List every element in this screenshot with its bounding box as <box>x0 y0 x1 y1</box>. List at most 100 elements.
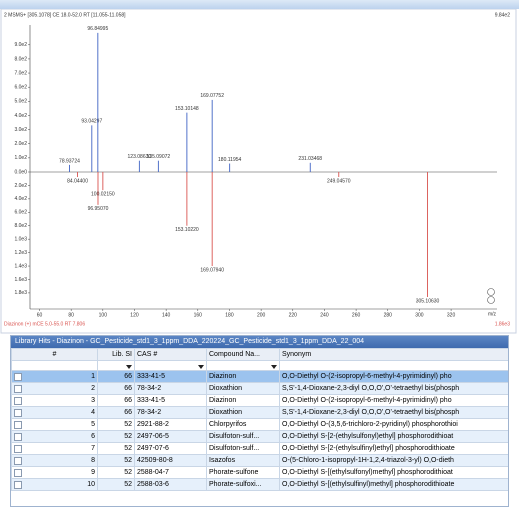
y-tick-label: 0.0e0 <box>14 169 27 175</box>
x-tick-label: 320 <box>447 312 456 318</box>
y-tick-label: 4.0e2 <box>14 196 27 202</box>
peak-label: 153.10220 <box>175 227 199 233</box>
chart: 2 MSMS+ [305.1078] CE 18.0-52.0 RT [11.0… <box>0 9 517 334</box>
row-number: 7 <box>91 444 95 452</box>
table-row[interactable]: 6 52 2497-06-5 Disulfoton-sulf... O,O-Diethy… <box>11 430 508 443</box>
x-tick-label: 260 <box>352 312 361 318</box>
y-tick-label: 9.0e2 <box>14 42 27 48</box>
row-checkbox[interactable] <box>14 408 22 417</box>
zoom-out-button[interactable] <box>487 296 495 304</box>
y-tick-label: 8.0e2 <box>14 56 27 62</box>
row-number: 1 <box>91 372 95 380</box>
row-checkbox[interactable] <box>14 480 22 489</box>
row-checkbox[interactable] <box>14 396 22 405</box>
table-cell: S,S'-1,4-Dioxane-2,3-diyl O,O,O',O'-tetr… <box>279 406 508 419</box>
table-cell: 66 <box>97 394 135 407</box>
table-row[interactable]: 8 52 42509-80-8 Isazofos O-(5-Chloro-1-isopr… <box>11 454 508 467</box>
table-cell: 42509-80-8 <box>134 454 207 467</box>
row-checkbox[interactable] <box>14 456 22 465</box>
table-row[interactable]: 4 66 78-34-2 Dioxathion S,S'-1,4-Dioxane-2,3… <box>11 406 508 419</box>
filter-dropdown[interactable] <box>198 364 204 369</box>
zoom-in-button[interactable] <box>487 288 495 296</box>
peak-label: 123.08630 <box>128 154 152 160</box>
column-header[interactable]: CAS # <box>134 348 207 361</box>
x-tick-label: 240 <box>320 312 329 318</box>
peak-label: 84.04400 <box>67 178 88 184</box>
column-header[interactable]: Synonym <box>279 348 508 361</box>
table-cell: O,O-Diethyl S-[2-(ethylsulfonyl)ethyl] p… <box>279 430 508 443</box>
y-tick-label: 1.0e2 <box>14 155 27 161</box>
y-tick-label: 3.0e2 <box>14 127 27 133</box>
row-number: 8 <box>91 456 95 464</box>
chart-title: 2 MSMS+ [305.1078] CE 18.0-52.0 RT [11.0… <box>4 12 126 18</box>
x-tick-label: 60 <box>37 312 43 318</box>
peak-label: 78.93724 <box>59 158 80 164</box>
table-cell: O,O-Diethyl S-[(ethylsulfonyl)methyl] ph… <box>279 466 508 479</box>
filter-dropdown[interactable] <box>271 364 277 369</box>
filter-dropdown[interactable] <box>126 364 132 369</box>
y-tick-label: 1.8e3 <box>14 290 27 296</box>
table-cell: O,O-Diethyl O-(2-isopropyl-6-methyl-4-py… <box>279 370 508 383</box>
y-tick-label: 5.0e2 <box>14 99 27 105</box>
table-cell: 52 <box>97 430 135 443</box>
table-cell: O,O-Diethyl O-(3,5,6-trichloro-2-pyridin… <box>279 418 508 431</box>
row-checkbox[interactable] <box>14 432 22 441</box>
y-tick-label: 1.4e3 <box>14 263 27 269</box>
peak-label: 249.04570 <box>327 178 351 184</box>
filter-cell <box>97 360 135 371</box>
table-cell: 2588-04-7 <box>134 466 207 479</box>
table-cell: 78-34-2 <box>134 406 207 419</box>
filter-cell <box>11 360 98 371</box>
peak-label: 305.10630 <box>416 298 440 304</box>
row-checkbox[interactable] <box>14 444 22 453</box>
table-row[interactable]: 7 52 2497-07-6 Disulfoton-sulf... O,O-Diethy… <box>11 442 508 455</box>
table-cell: Chlorpyrifos <box>206 418 280 431</box>
peak-label: 100.02150 <box>91 191 115 197</box>
row-number: 2 <box>91 384 95 392</box>
peak-label: 169.07752 <box>200 93 224 99</box>
column-header[interactable]: # <box>11 348 98 361</box>
table-cell: 333-41-5 <box>134 394 207 407</box>
table-cell: Isazofos <box>206 454 280 467</box>
filter-cell <box>206 360 280 371</box>
hits-table: # Lib. SI CAS # Compound Na... Synonym 1 66 33… <box>11 348 508 491</box>
table-cell: 6 <box>11 430 98 443</box>
table-cell: 333-41-5 <box>134 370 207 383</box>
table-row[interactable]: 5 52 2921-88-2 Chlorpyrifos O,O-Diethyl O-(3… <box>11 418 508 431</box>
table-row[interactable]: 3 66 333-41-5 Diazinon O,O-Diethyl O-(2-isop… <box>11 394 508 407</box>
table-row[interactable]: 2 66 78-34-2 Dioxathion S,S'-1,4-Dioxane-2,3… <box>11 382 508 395</box>
table-cell: 8 <box>11 454 98 467</box>
x-tick-label: 280 <box>384 312 393 318</box>
table-cell: 2 <box>11 382 98 395</box>
row-checkbox[interactable] <box>14 468 22 477</box>
column-header[interactable]: Compound Na... <box>206 348 280 361</box>
row-number: 10 <box>87 480 95 488</box>
table-cell: 3 <box>11 394 98 407</box>
table-cell: 78-34-2 <box>134 382 207 395</box>
y-tick-label: 7.0e2 <box>14 70 27 76</box>
row-checkbox[interactable] <box>14 384 22 393</box>
table-cell: 10 <box>11 478 98 491</box>
row-checkbox[interactable] <box>14 372 22 381</box>
x-tick-label: 80 <box>68 312 74 318</box>
column-header[interactable]: Lib. SI <box>97 348 135 361</box>
row-checkbox[interactable] <box>14 420 22 429</box>
peak-label: 135.09072 <box>147 154 171 160</box>
x-tick-label: 220 <box>289 312 298 318</box>
x-tick-label: 300 <box>415 312 424 318</box>
x-axis-label: m/z <box>488 311 497 317</box>
x-tick-label: 120 <box>130 312 139 318</box>
table-cell: 52 <box>97 442 135 455</box>
y-tick-label: 2.0e2 <box>14 183 27 189</box>
filter-row <box>11 360 508 371</box>
table-row[interactable]: 1 66 333-41-5 Diazinon O,O-Diethyl O-(2-isop… <box>11 370 508 383</box>
y-tick-label: 1.0e3 <box>14 236 27 242</box>
peak-label: 153.10148 <box>175 106 199 112</box>
table-cell: O-(5-Chloro-1-isopropyl-1H-1,2,4-triazol… <box>279 454 508 467</box>
table-row[interactable]: 10 52 2588-03-6 Phorate-sulfoxi... O,O-Dieth… <box>11 478 508 491</box>
x-tick-label: 180 <box>225 312 234 318</box>
y-tick-label: 4.0e2 <box>14 113 27 119</box>
y-tick-label: 1.6e3 <box>14 277 27 283</box>
table-row[interactable]: 9 52 2588-04-7 Phorate-sulfone O,O-Diethyl S… <box>11 466 508 479</box>
